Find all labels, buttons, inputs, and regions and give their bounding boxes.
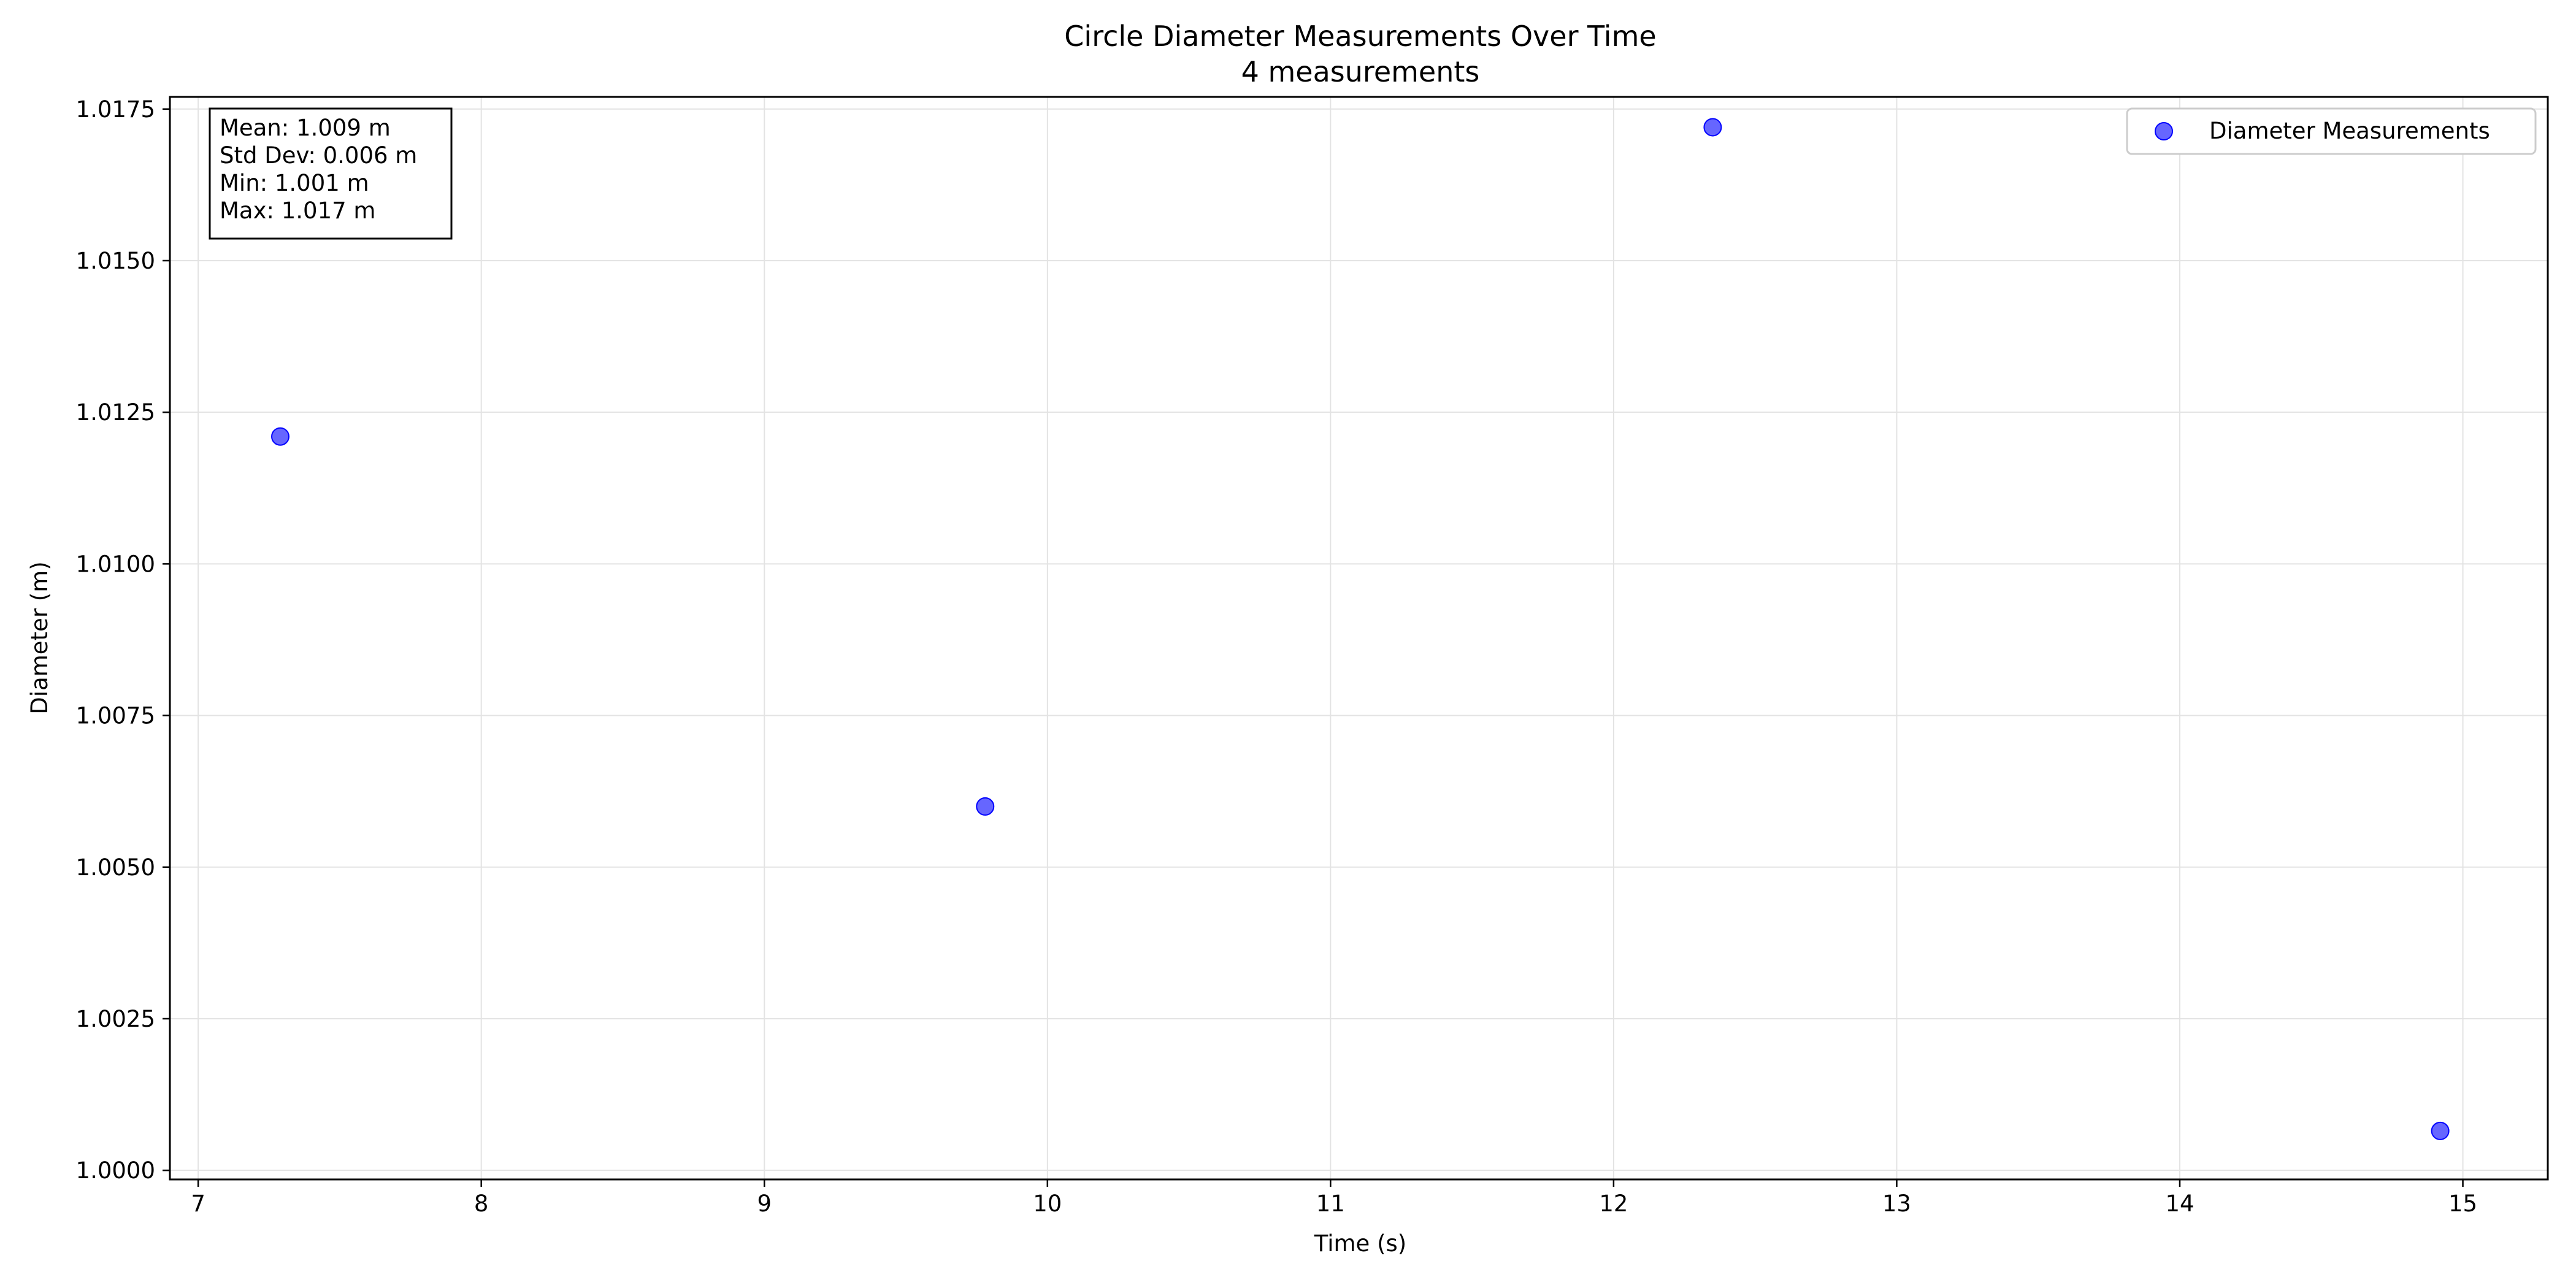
chart-title: Circle Diameter Measurements Over Time	[1064, 20, 1656, 53]
stats-mean: Mean: 1.009 m	[220, 115, 391, 141]
y-tick-label: 1.0075	[76, 703, 155, 729]
legend-label: Diameter Measurements	[2209, 118, 2490, 144]
x-tick-label: 9	[757, 1190, 772, 1217]
legend-frame	[2126, 107, 2537, 155]
stats-box: Mean: 1.009 m Std Dev: 0.006 m Min: 1.00…	[209, 107, 453, 240]
axis-ticks: 7 8 9 10 11 12 13 14 15 1.0000 1.0025 1.0050 1.0075 1…	[76, 96, 2478, 1217]
y-axis-label: Diameter (m)	[26, 561, 53, 714]
y-tick-label: 1.0175	[76, 96, 155, 123]
x-tick-label: 11	[1316, 1190, 1345, 1217]
legend: Diameter Measurements	[2126, 107, 2537, 155]
stats-max: Max: 1.017 m	[220, 197, 375, 224]
x-tick-label: 7	[191, 1190, 205, 1217]
stats-std: Std Dev: 0.006 m	[220, 142, 417, 169]
data-points	[271, 118, 2450, 1140]
x-tick-label: 15	[2448, 1190, 2477, 1217]
legend-marker	[2155, 122, 2173, 140]
chart-subtitle: 4 measurements	[1241, 55, 1480, 88]
y-tick-label: 1.0125	[76, 399, 155, 426]
data-point	[1703, 118, 1722, 137]
grid-lines	[170, 97, 2548, 1179]
y-tick-label: 1.0100	[76, 551, 155, 577]
y-tick-label: 1.0150	[76, 248, 155, 274]
x-axis-label: Time (s)	[1314, 1230, 1406, 1257]
plot-area-frame	[169, 96, 2549, 1181]
x-tick-label: 12	[1599, 1190, 1628, 1217]
y-tick-label: 1.0050	[76, 854, 155, 881]
x-tick-label: 10	[1033, 1190, 1062, 1217]
data-point	[2431, 1121, 2450, 1140]
data-point	[976, 797, 995, 816]
y-tick-label: 1.0000	[76, 1157, 155, 1184]
stats-min: Min: 1.001 m	[220, 170, 369, 196]
data-point	[271, 427, 290, 446]
y-tick-label: 1.0025	[76, 1006, 155, 1032]
stats-box-frame	[209, 107, 453, 240]
x-tick-label: 14	[2165, 1190, 2194, 1217]
x-tick-label: 13	[1882, 1190, 1911, 1217]
x-tick-label: 8	[474, 1190, 489, 1217]
